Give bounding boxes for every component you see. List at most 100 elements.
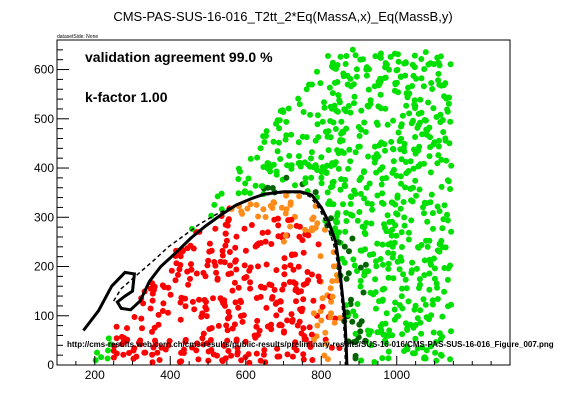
data-point [139,325,145,332]
data-point [298,288,304,295]
data-point [333,107,340,114]
data-point [314,68,320,75]
data-point [424,218,431,225]
data-point [426,270,433,277]
data-point [214,275,221,282]
data-point [385,260,392,267]
data-point [285,105,292,112]
data-point [273,267,280,274]
data-point [435,143,442,150]
data-point [300,249,307,256]
data-point [344,72,351,79]
data-point [263,304,270,311]
data-point [113,323,120,330]
data-point [300,325,307,332]
data-point [362,129,369,135]
data-point [373,305,379,312]
data-point [325,200,332,207]
data-point [341,182,348,189]
data-point [257,145,264,152]
data-point [368,201,375,208]
data-point [395,58,402,65]
data-point [130,355,137,362]
data-point [399,244,405,250]
data-point [261,347,268,353]
data-point [427,199,434,206]
data-point [427,343,434,350]
data-point [328,310,334,317]
data-point [328,184,334,191]
data-point [358,107,365,114]
data-point [264,184,271,191]
data-point [126,350,132,356]
data-point [352,149,359,156]
data-point [247,155,254,162]
data-point [379,355,386,362]
data-point [377,54,384,61]
data-point [177,262,184,268]
data-point [398,156,405,163]
data-point [357,56,364,63]
data-point [436,208,443,215]
data-point [357,277,364,284]
data-point [113,335,120,342]
data-point [345,270,352,277]
data-point [415,110,422,117]
data-point [389,254,396,261]
data-point [254,241,261,248]
x-tick-label: 200 [85,368,105,382]
data-point [219,252,226,259]
data-point [441,93,448,100]
data-point [358,357,365,364]
data-point [328,298,335,305]
data-point [205,257,212,264]
data-point [302,179,309,186]
data-point [307,111,314,118]
data-point [342,61,349,67]
data-point [411,306,418,313]
data-point [282,136,289,143]
data-point [295,95,302,102]
data-point [441,202,448,209]
data-point [421,272,428,279]
data-point [193,270,200,277]
data-point [356,209,363,215]
data-point [373,263,380,270]
data-point [296,193,303,200]
data-point [423,347,430,354]
data-point [427,261,434,268]
data-point [312,189,319,196]
data-point [155,311,162,318]
data-point [412,177,419,184]
data-point [412,134,419,140]
data-point [286,279,293,285]
data-point [296,101,303,108]
data-point [159,308,166,314]
data-point [350,256,357,263]
data-point [283,174,290,181]
data-point [410,117,416,124]
data-point [412,322,419,328]
data-point [409,61,416,68]
data-point [262,359,269,366]
data-point [239,318,246,325]
data-point [319,295,326,302]
data-point [422,49,429,56]
data-point [292,287,299,294]
data-point [253,295,260,301]
data-point [276,125,283,132]
data-point [376,298,382,305]
data-point [237,313,244,319]
data-point [281,281,287,288]
data-point [373,119,380,126]
data-point [331,79,338,86]
data-point [343,275,350,282]
data-point [398,135,405,142]
data-point [288,216,295,223]
data-point [438,237,445,244]
data-point [373,258,379,265]
data-point [318,174,325,181]
data-point [439,117,446,123]
data-point [392,299,399,306]
data-point [306,342,313,349]
